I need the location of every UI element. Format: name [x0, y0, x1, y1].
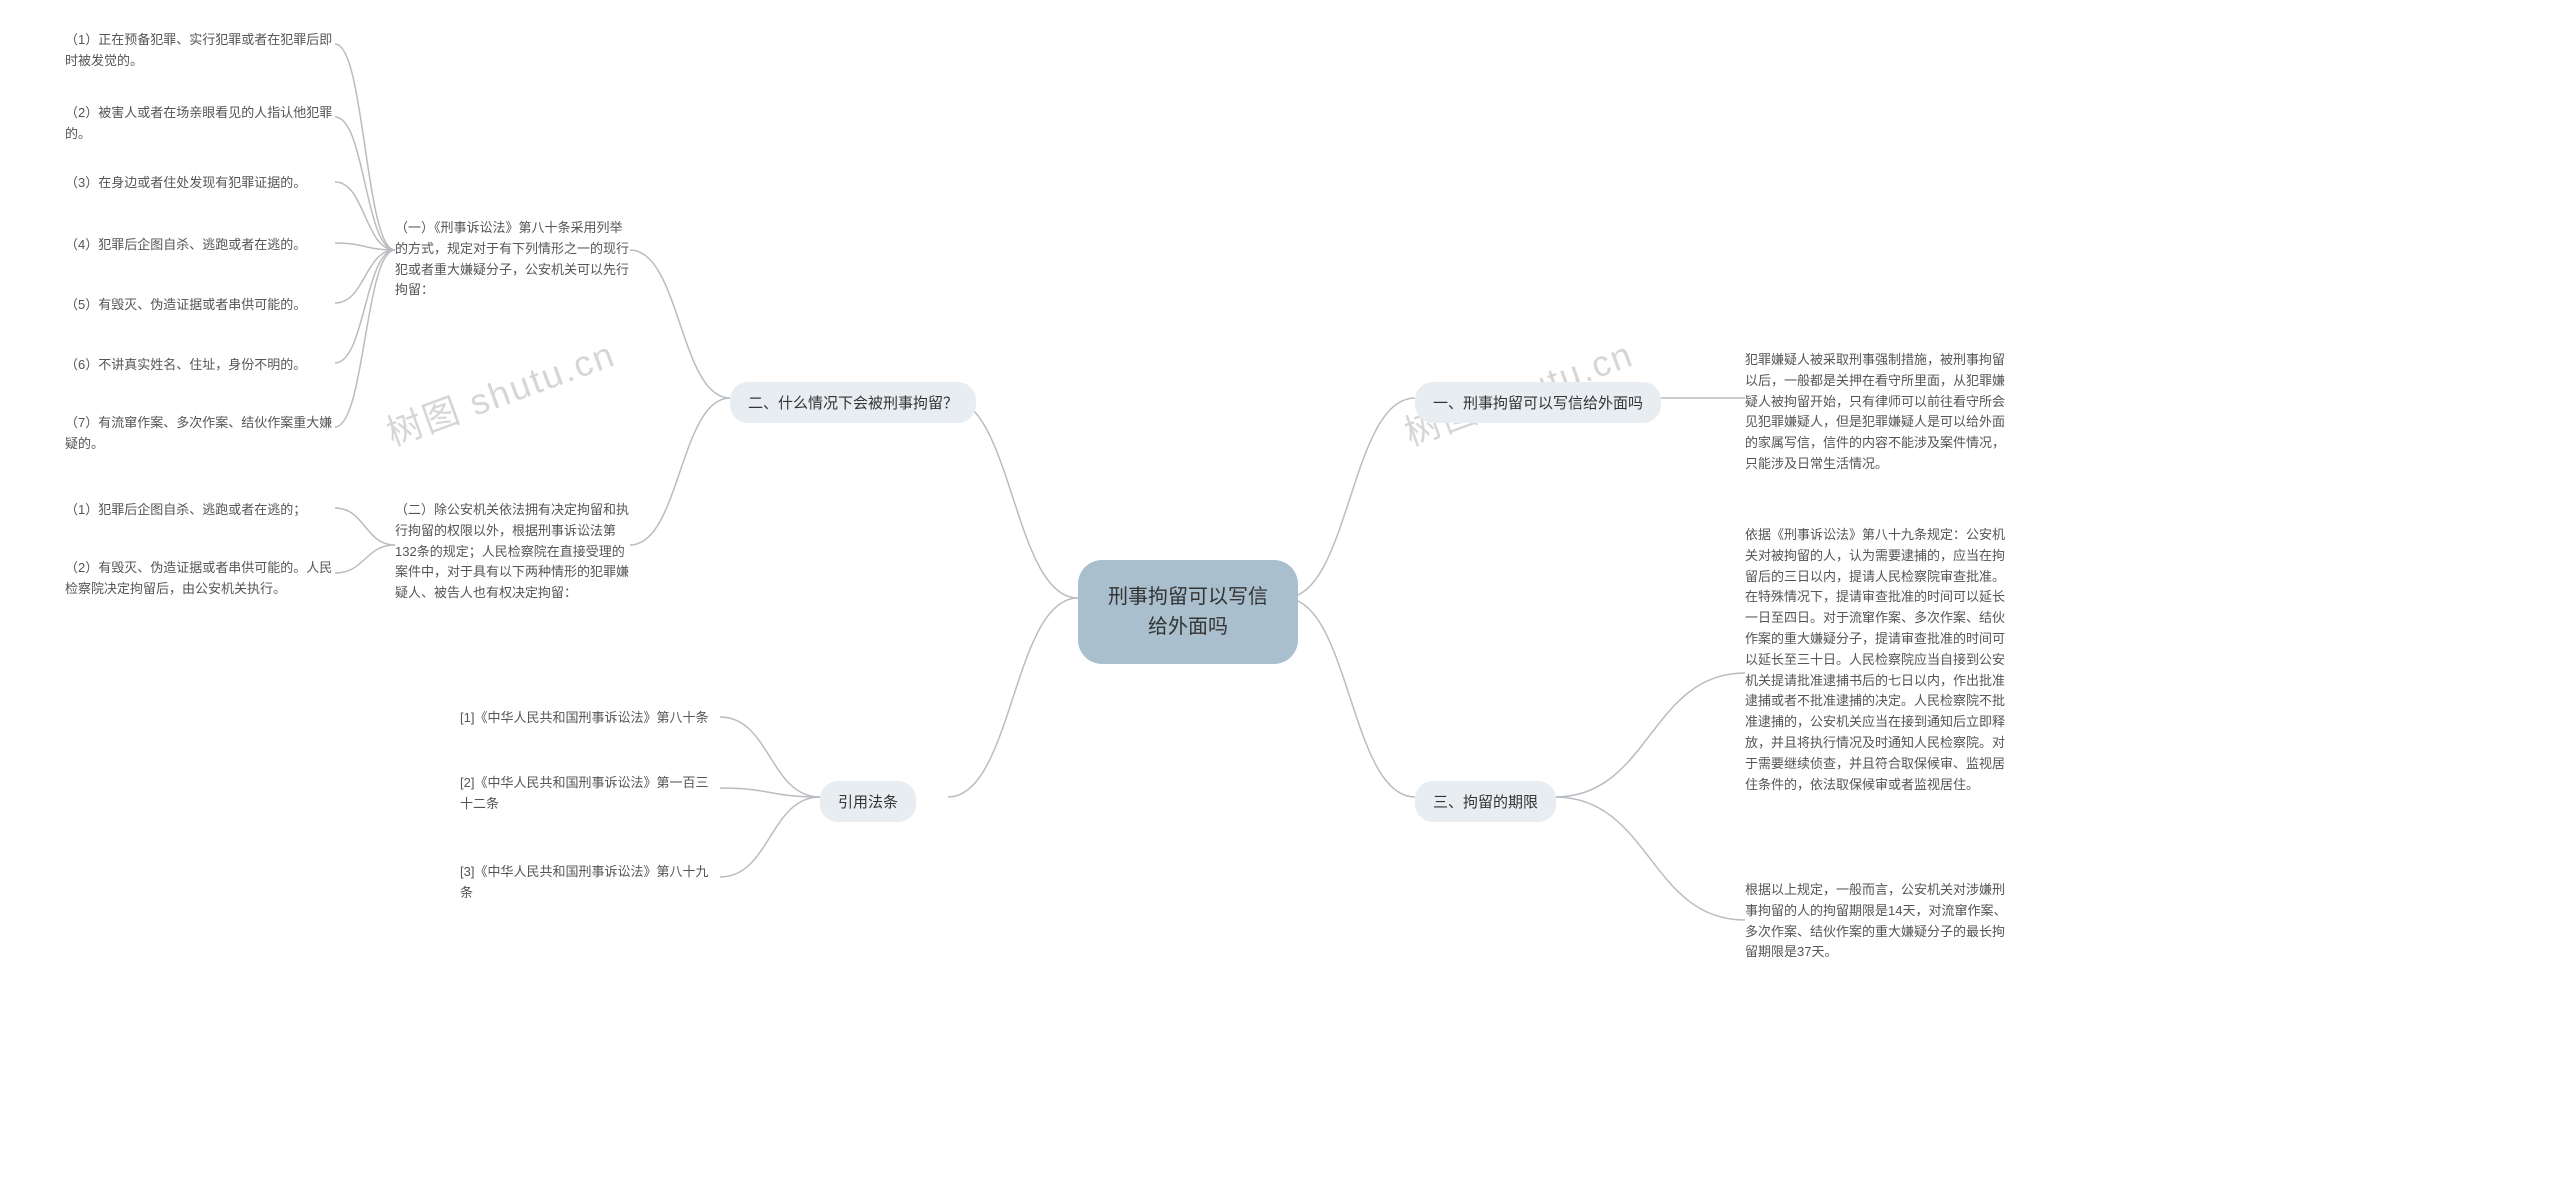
leaf-l1a-5: （6）不讲真实姓名、住址，身份不明的。	[65, 355, 306, 376]
sub-l1a: （一）《刑事诉讼法》第八十条采用列举的方式，规定对于有下列情形之一的现行犯或者重…	[395, 218, 630, 301]
root-label: 刑事拘留可以写信给外面吗	[1108, 582, 1268, 642]
branch-r2: 三、拘留的期限	[1415, 781, 1556, 822]
branch-r1: 一、刑事拘留可以写信给外面吗	[1415, 382, 1661, 423]
branch-r1-label: 一、刑事拘留可以写信给外面吗	[1433, 392, 1643, 413]
leaf-l1a-6: （7）有流窜作案、多次作案、结伙作案重大嫌疑的。	[65, 413, 335, 455]
branch-l2: 引用法条	[820, 781, 916, 822]
watermark: 树图 shutu.cn	[378, 326, 621, 457]
branch-l1-label: 二、什么情况下会被刑事拘留？	[748, 392, 958, 413]
leaf-l1a-1: （2）被害人或者在场亲眼看见的人指认他犯罪的。	[65, 103, 335, 145]
leaf-l2-1: [2]《中华人民共和国刑事诉讼法》第一百三十二条	[460, 773, 720, 815]
leaf-l1a-4: （5）有毁灭、伪造证据或者串供可能的。	[65, 295, 306, 316]
leaf-l1a-3: （4）犯罪后企图自杀、逃跑或者在逃的。	[65, 235, 306, 256]
leaf-r2-0: 依据《刑事诉讼法》第八十九条规定：公安机关对被拘留的人，认为需要逮捕的，应当在拘…	[1745, 525, 2010, 795]
branch-r2-label: 三、拘留的期限	[1433, 791, 1538, 812]
leaf-l1a-0: （1）正在预备犯罪、实行犯罪或者在犯罪后即时被发觉的。	[65, 30, 335, 72]
leaf-l2-2: [3]《中华人民共和国刑事诉讼法》第八十九条	[460, 862, 720, 904]
leaf-l2-0: [1]《中华人民共和国刑事诉讼法》第八十条	[460, 708, 708, 729]
root-node: 刑事拘留可以写信给外面吗	[1078, 560, 1298, 664]
branch-l2-label: 引用法条	[838, 791, 898, 812]
leaf-l1a-2: （3）在身边或者住处发现有犯罪证据的。	[65, 173, 306, 194]
leaf-r1-0: 犯罪嫌疑人被采取刑事强制措施，被刑事拘留以后，一般都是关押在看守所里面，从犯罪嫌…	[1745, 350, 2010, 475]
branch-l1: 二、什么情况下会被刑事拘留？	[730, 382, 976, 423]
leaf-l1b-1: （2）有毁灭、伪造证据或者串供可能的。人民检察院决定拘留后，由公安机关执行。	[65, 558, 335, 600]
leaf-l1b-0: （1）犯罪后企图自杀、逃跑或者在逃的；	[65, 500, 306, 521]
leaf-r2-1: 根据以上规定，一般而言，公安机关对涉嫌刑事拘留的人的拘留期限是14天，对流窜作案…	[1745, 880, 2010, 963]
sub-l1b: （二）除公安机关依法拥有决定拘留和执行拘留的权限以外，根据刑事诉讼法第132条的…	[395, 500, 630, 604]
